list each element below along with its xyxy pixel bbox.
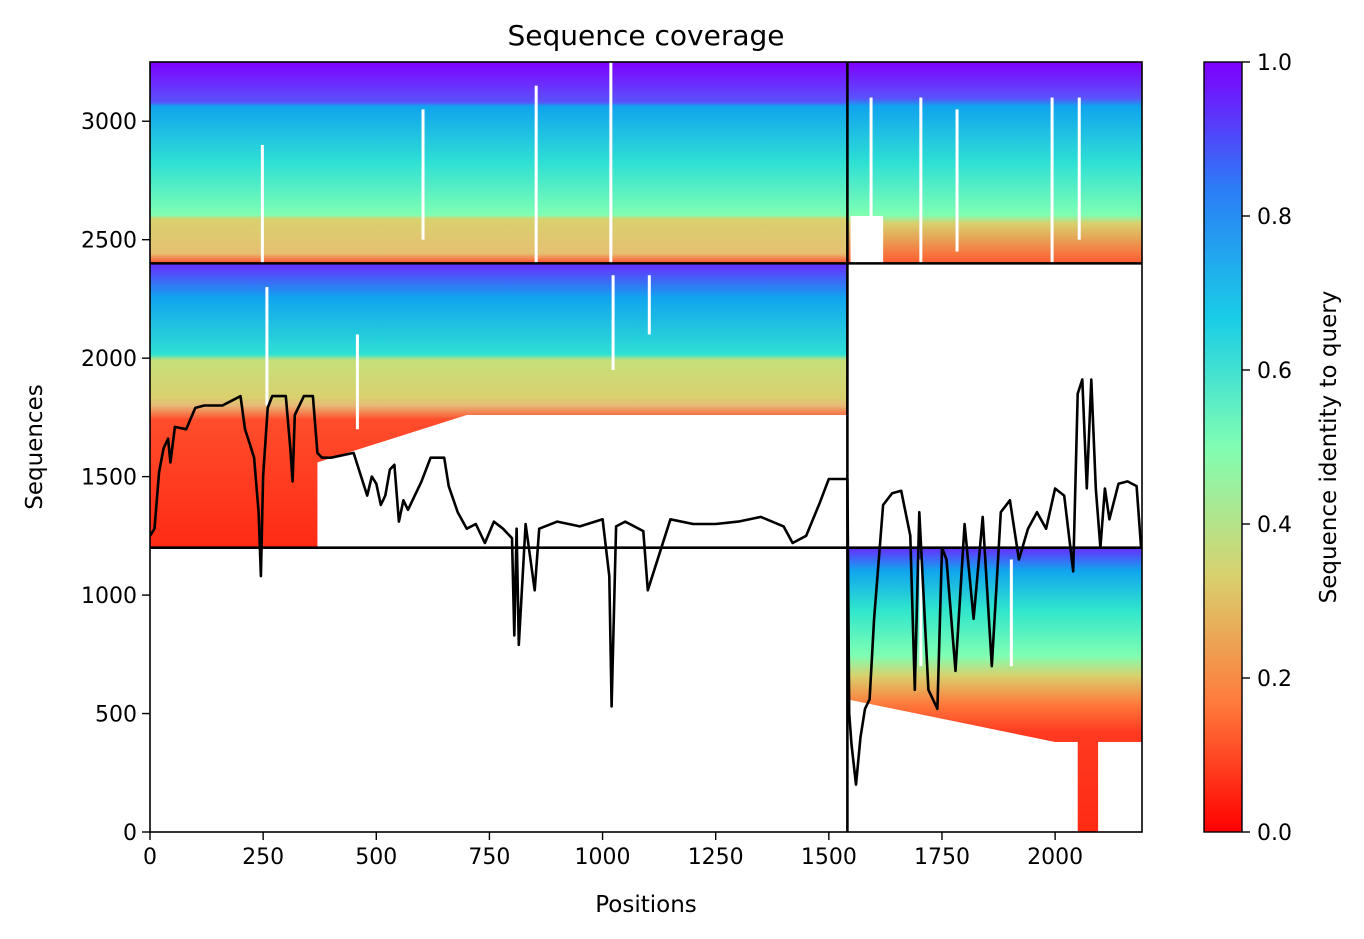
gap-streak: [869, 97, 873, 216]
coverage-block-top-left: [150, 62, 848, 264]
x-tick-label: 0: [143, 845, 157, 870]
colorbar-tick-label: 1.0: [1257, 51, 1292, 76]
colorbar-label: Sequence identity to query: [1316, 291, 1342, 604]
colorbar-tick-label: 0.4: [1257, 513, 1292, 538]
y-tick-label: 500: [95, 703, 137, 728]
colorbar-tick-label: 0.2: [1257, 667, 1292, 692]
x-tick-label: 1000: [575, 845, 631, 870]
gap-streak: [421, 109, 425, 240]
gap-middle-left: [317, 415, 848, 548]
x-tick-label: 1750: [914, 845, 970, 870]
x-axis-label: Positions: [595, 892, 697, 918]
gap-streak: [647, 275, 651, 335]
y-tick-label: 2500: [81, 229, 137, 254]
x-tick-label: 1500: [801, 845, 857, 870]
y-axis-label: Sequences: [22, 384, 48, 509]
gap-bottom-right-edge: [1098, 741, 1142, 832]
chart-title: Sequence coverage: [507, 19, 784, 52]
y-tick-label: 1000: [81, 584, 137, 609]
x-tick-label: 250: [242, 845, 284, 870]
x-axis-ticks: 0 250 500 750 1000 1250 1500 1750 2000: [143, 832, 1083, 870]
colorbar-gradient: [1204, 62, 1242, 832]
x-tick-label: 500: [355, 845, 397, 870]
gap-streak: [611, 275, 615, 370]
gap-streak: [1050, 97, 1054, 264]
gap-top-right-left: [850, 216, 884, 264]
gap-streak: [919, 559, 923, 667]
colorbar-frame: [1203, 61, 1243, 833]
plot-frame: [149, 61, 1143, 833]
colorbar-tick-label: 0.8: [1257, 205, 1292, 230]
gap-streak: [1009, 559, 1013, 667]
x-tick-label: 2000: [1027, 845, 1083, 870]
plot-area: [150, 62, 1142, 832]
gap-streak: [955, 109, 959, 252]
colorbar-tick-label: 0.6: [1257, 359, 1292, 384]
colorbar-ticks: 0.0 0.2 0.4 0.6 0.8 1.0: [1242, 51, 1292, 846]
gap-bottom-right: [847, 699, 1078, 832]
gap-streak: [609, 62, 613, 264]
y-tick-label: 3000: [81, 110, 137, 135]
gap-streak: [919, 97, 923, 264]
block-dividers: [150, 62, 1142, 832]
y-axis-ticks: 0 500 1000 1500 2000 2500 3000: [81, 110, 150, 846]
x-tick-label: 1250: [688, 845, 744, 870]
coverage-line: [150, 378, 1142, 786]
y-tick-label: 0: [123, 821, 137, 846]
coverage-gaps: [260, 62, 1142, 832]
gap-streak: [260, 144, 264, 264]
colorbar-tick-label: 0.0: [1257, 821, 1292, 846]
gap-streak: [265, 287, 269, 406]
gap-streak: [1077, 97, 1081, 240]
coverage-block-top-right: [847, 62, 1142, 264]
gap-streak: [534, 85, 538, 264]
colorbar: 0.0 0.2 0.4 0.6 0.8 1.0: [1203, 51, 1292, 846]
gap-streak: [355, 334, 359, 430]
y-tick-label: 2000: [81, 347, 137, 372]
x-tick-label: 750: [468, 845, 510, 870]
y-tick-label: 1500: [81, 466, 137, 491]
